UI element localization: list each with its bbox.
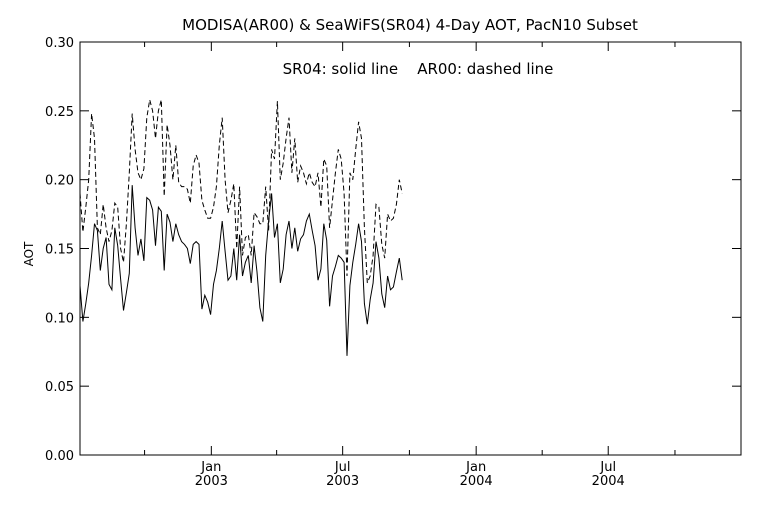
y-tick-label: 0.05	[45, 380, 74, 395]
x-tick-label-month: Jan	[200, 460, 221, 475]
y-tick-label: 0.30	[45, 36, 74, 51]
chart-title: MODISA(AR00) & SeaWiFS(SR04) 4-Day AOT, …	[182, 16, 638, 34]
x-tick-label-month: Jul	[599, 460, 616, 475]
series-layer	[79, 99, 403, 356]
series-line-sr04	[79, 185, 403, 356]
x-tick-label-year: 2004	[460, 474, 493, 489]
y-axis-title: AOT	[22, 241, 36, 266]
x-tick-label-year: 2004	[592, 474, 625, 489]
y-tick-label: 0.00	[45, 449, 74, 464]
x-tick-label-month: Jul	[334, 460, 351, 475]
x-tick-label-year: 2003	[326, 474, 359, 489]
chart-annotation: SR04: solid line AR00: dashed line	[283, 60, 554, 78]
y-tick-label: 0.15	[45, 243, 74, 258]
y-axis: 0.00 0.05 0.10 0.15 0.20 0.25 0.30	[45, 36, 741, 464]
x-tick-label-month: Jan	[465, 460, 486, 475]
y-tick-label: 0.25	[45, 105, 74, 120]
y-tick-label: 0.10	[45, 311, 74, 326]
x-tick-label-year: 2003	[195, 474, 228, 489]
y-tick-label: 0.20	[45, 174, 74, 189]
plot-frame	[79, 41, 742, 456]
